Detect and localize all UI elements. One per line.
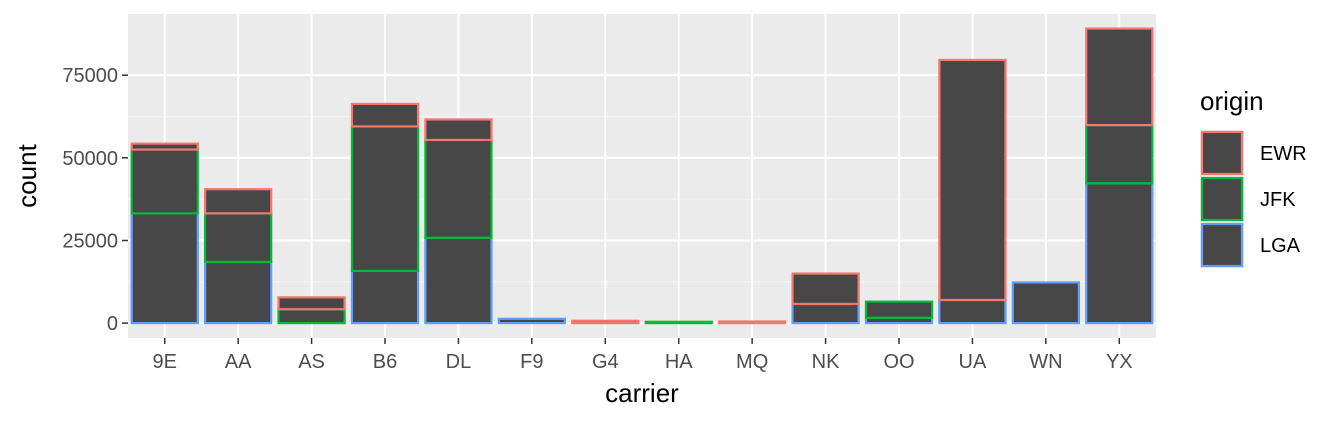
bar-AA-JFK (204, 212, 273, 264)
x-tick-label: WN (1029, 351, 1062, 373)
bar-UA-EWR (938, 58, 1007, 302)
x-tick-label: AA (225, 351, 252, 373)
bar-AS-EWR (277, 296, 346, 311)
legend-label-JFK: JFK (1260, 189, 1296, 211)
bar-B6-LGA (350, 269, 420, 325)
bar-9E-JFK (130, 148, 199, 215)
bar-B6-JFK (350, 125, 420, 272)
x-tick-label: NK (812, 351, 840, 373)
x-tick-label: UA (959, 351, 987, 373)
x-tick-label: HA (665, 351, 693, 373)
bar-UA-LGA (938, 298, 1007, 325)
y-tick-label: 75000 (62, 65, 118, 87)
bar-B6-EWR (350, 102, 420, 128)
y-axis-ticks: 0 25000 50000 75000 (62, 65, 128, 335)
x-axis-title: carrier (605, 378, 679, 408)
legend-key-LGA (1200, 222, 1244, 268)
x-tick-label: AS (298, 351, 325, 373)
x-axis-ticks: 9E AA AS B6 DL F9 G4 HA MQ NK OO UA WN YX (152, 338, 1133, 373)
bar-G4-EWR (571, 319, 640, 325)
bar-AS-JFK (277, 308, 346, 325)
bar-DL-JFK (424, 138, 493, 239)
y-axis-title: count (12, 143, 42, 207)
legend-key-EWR (1200, 130, 1244, 176)
x-tick-label: DL (446, 351, 472, 373)
bar-YX-JFK (1085, 123, 1154, 185)
bar-YX-LGA (1085, 182, 1154, 325)
bar-NK-LGA (791, 302, 860, 325)
bar-DL-EWR (424, 118, 493, 142)
y-tick-label: 50000 (62, 148, 118, 170)
x-tick-label: G4 (592, 351, 619, 373)
legend: origin EWR JFK LGA (1200, 86, 1307, 268)
bar-YX-EWR (1085, 27, 1154, 127)
x-tick-label: B6 (373, 351, 397, 373)
y-tick-label: 25000 (62, 230, 118, 252)
y-tick-label: 0 (107, 313, 118, 335)
x-tick-label: OO (883, 351, 914, 373)
bar-AA-EWR (204, 188, 273, 215)
bar-WN-LGA (1011, 281, 1080, 325)
bar-9E-LGA (130, 212, 199, 325)
x-tick-label: YX (1106, 351, 1133, 373)
legend-label-EWR: EWR (1260, 143, 1307, 165)
legend-title: origin (1200, 86, 1264, 116)
bar-AA-LGA (204, 260, 273, 325)
bar-DL-LGA (424, 236, 493, 325)
x-tick-label: 9E (152, 351, 176, 373)
legend-key-JFK (1200, 176, 1244, 222)
x-tick-label: MQ (736, 351, 768, 373)
x-tick-label: F9 (520, 351, 543, 373)
bar-HA-JFK (644, 320, 713, 325)
bar-F9-LGA (497, 317, 567, 325)
legend-label-LGA: LGA (1260, 235, 1301, 257)
bars-layer (130, 27, 1154, 325)
bar-9E-EWR (130, 142, 199, 151)
bar-NK-EWR (791, 272, 860, 306)
bar-MQ-EWR (717, 320, 787, 325)
bar-OO-JFK (864, 300, 934, 319)
